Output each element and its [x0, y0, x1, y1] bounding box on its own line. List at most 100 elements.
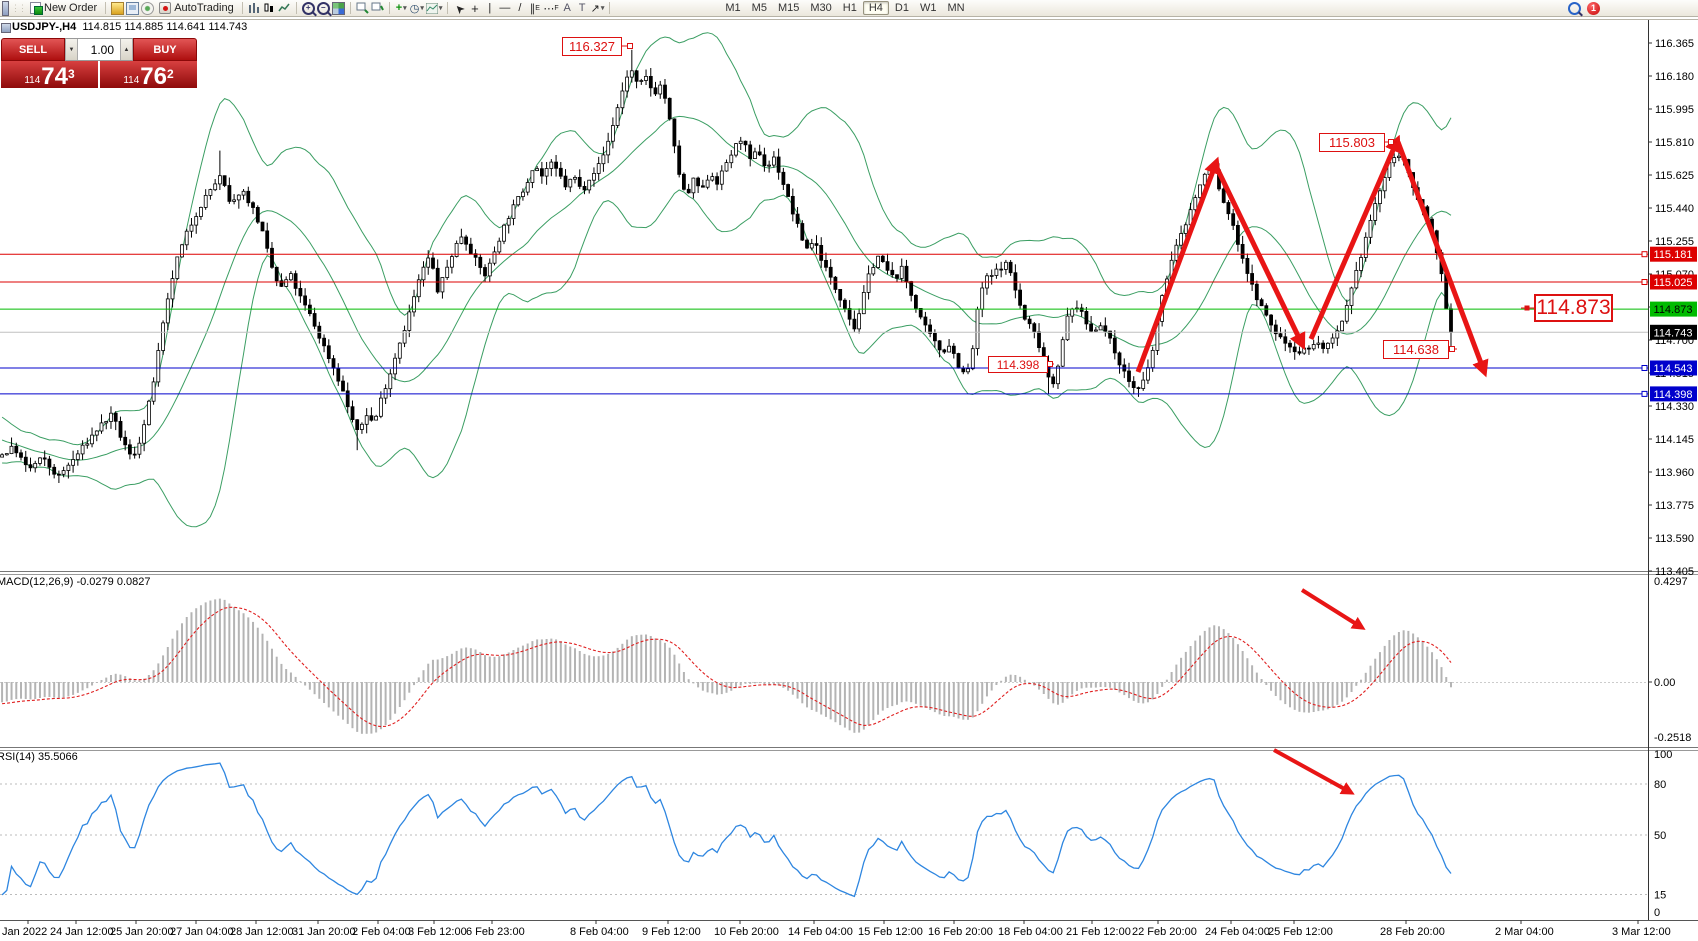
- channel-tool[interactable]: ∥ E: [528, 1, 541, 15]
- trendline-tool[interactable]: /: [513, 1, 526, 15]
- buy-price-pip: 2: [166, 67, 174, 81]
- one-click-trading-panel: SELL ▼ 1.00 ▲ BUY 114 74 3 114 76 2: [1, 38, 197, 89]
- cascade-windows-icon[interactable]: [356, 1, 369, 15]
- text-tool-icon: A: [563, 2, 571, 14]
- arrows-tool[interactable]: ↗ ▾: [591, 1, 605, 15]
- separator: [609, 2, 611, 14]
- buy-price-button[interactable]: 114 76 2: [100, 61, 197, 89]
- price-annotation[interactable]: 114.638: [1383, 340, 1449, 359]
- candles: [0, 49, 1453, 483]
- timeframe-m5[interactable]: M5: [751, 2, 767, 14]
- timeframe-m1[interactable]: M1: [725, 2, 741, 14]
- volume-decrease-button[interactable]: ▼: [65, 39, 78, 60]
- caret-icon: ▾: [403, 5, 407, 12]
- price-annotation[interactable]: 114.398: [988, 356, 1048, 373]
- horizontal-levels[interactable]: [0, 253, 1648, 395]
- bar-chart-icon[interactable]: [248, 1, 261, 15]
- minus-glyph: −: [320, 3, 326, 12]
- svg-text:100: 100: [1654, 749, 1672, 761]
- svg-text:115.255: 115.255: [1655, 236, 1694, 248]
- svg-text:114.543: 114.543: [1654, 363, 1693, 375]
- separator: [241, 2, 243, 14]
- caret-icon: ▾: [600, 5, 605, 12]
- rsi-pane: [0, 762, 1648, 898]
- price-annotation[interactable]: 116.327: [562, 37, 622, 56]
- cursor-tool[interactable]: ➤: [453, 1, 467, 15]
- signals-icon[interactable]: [141, 1, 155, 15]
- buy-button[interactable]: BUY: [133, 38, 197, 61]
- zoom-out-icon[interactable]: −: [316, 1, 330, 15]
- text-tool[interactable]: A: [561, 1, 574, 15]
- svg-text:115.625: 115.625: [1655, 170, 1694, 182]
- notification-badge[interactable]: 1: [1587, 1, 1600, 15]
- arrange-windows-icon[interactable]: [371, 1, 384, 15]
- autotrading-icon: [159, 2, 172, 14]
- search-icon[interactable]: [1568, 1, 1581, 15]
- caret-icon: ▾: [420, 5, 424, 12]
- trendline-icon: /: [518, 2, 522, 14]
- marketwatch-icon[interactable]: [111, 1, 125, 15]
- chart-symbol-icon: [1, 23, 11, 33]
- template-icon[interactable]: ▾: [425, 1, 442, 15]
- svg-text:115.025: 115.025: [1654, 277, 1693, 289]
- timeframe-mn[interactable]: MN: [947, 2, 965, 14]
- timeframe-m15[interactable]: M15: [777, 2, 800, 14]
- fibonacci-tool[interactable]: ⋯ F: [543, 1, 558, 15]
- crosshair-tool[interactable]: +: [468, 1, 481, 16]
- trend-arrows[interactable]: [1135, 134, 1489, 795]
- svg-text:27 Jan 04:00: 27 Jan 04:00: [170, 926, 234, 938]
- svg-text:80: 80: [1654, 779, 1666, 791]
- sell-button[interactable]: SELL: [1, 38, 65, 61]
- timeframe-h1[interactable]: H1: [842, 2, 857, 14]
- separator: [295, 2, 297, 14]
- svg-text:0.4297: 0.4297: [1654, 576, 1688, 588]
- hline-icon: —: [499, 2, 511, 14]
- candlestick-chart-icon[interactable]: [263, 1, 276, 15]
- text-label-tool[interactable]: T: [576, 1, 589, 15]
- vertical-line-tool[interactable]: |: [483, 1, 496, 15]
- sell-price-prefix: 114: [24, 75, 41, 86]
- timeframe-h4[interactable]: H4: [862, 1, 889, 15]
- fibo-icon: ⋯: [543, 2, 555, 15]
- chart-background: [0, 17, 1698, 941]
- fibo-sub-label: F: [554, 4, 559, 12]
- price-axis[interactable]: 116.365 116.180 115.995 115.810 115.625 115.4…: [1641, 38, 1697, 919]
- svg-text:113.405: 113.405: [1655, 566, 1694, 578]
- svg-text:15: 15: [1654, 890, 1666, 902]
- line-chart-icon[interactable]: [278, 1, 291, 15]
- svg-text:22 Feb 20:00: 22 Feb 20:00: [1132, 926, 1197, 938]
- svg-text:25 Feb 12:00: 25 Feb 12:00: [1268, 926, 1333, 938]
- horizontal-line-tool[interactable]: —: [498, 1, 511, 15]
- autotrading-button[interactable]: AutoTrading: [156, 1, 237, 16]
- tile-windows-icon[interactable]: [331, 1, 345, 15]
- new-order-icon: [30, 2, 43, 15]
- svg-text:113.960: 113.960: [1655, 467, 1694, 479]
- clock-icon: ◷: [409, 2, 420, 15]
- price-annotation[interactable]: 114.873: [1534, 294, 1613, 322]
- svg-text:2 Feb 04:00: 2 Feb 04:00: [352, 926, 411, 938]
- timeframe-bar: M1 M5 M15 M30 H1 H4 D1 W1 MN: [720, 1, 969, 15]
- volume-increase-button[interactable]: ▲: [120, 39, 133, 60]
- zoom-in-icon[interactable]: +: [301, 1, 315, 15]
- svg-text:8 Feb 04:00: 8 Feb 04:00: [570, 926, 629, 938]
- new-order-label: New Order: [44, 2, 98, 14]
- svg-text:18 Feb 04:00: 18 Feb 04:00: [998, 926, 1063, 938]
- add-indicator-icon[interactable]: + ▾: [395, 2, 407, 14]
- timeframe-w1[interactable]: W1: [919, 2, 937, 14]
- svg-text:50: 50: [1654, 830, 1666, 842]
- volume-input[interactable]: 1.00: [90, 42, 114, 57]
- sell-price-button[interactable]: 114 74 3: [1, 61, 98, 89]
- timeframe-m30[interactable]: M30: [810, 2, 832, 14]
- channel-icon: ∥: [529, 2, 536, 15]
- price-annotation[interactable]: 115.803: [1319, 133, 1385, 152]
- macd-label: MACD(12,26,9) -0.0279 0.0827: [0, 576, 151, 588]
- svg-text:0.00: 0.00: [1654, 677, 1675, 689]
- label-tool-icon: T: [578, 2, 586, 14]
- terminal-icon[interactable]: [126, 1, 140, 15]
- separator: [388, 2, 390, 14]
- new-order-button[interactable]: New Order: [27, 1, 100, 16]
- timeframe-d1[interactable]: D1: [894, 2, 909, 14]
- period-icon[interactable]: ◷ ▾: [410, 1, 424, 15]
